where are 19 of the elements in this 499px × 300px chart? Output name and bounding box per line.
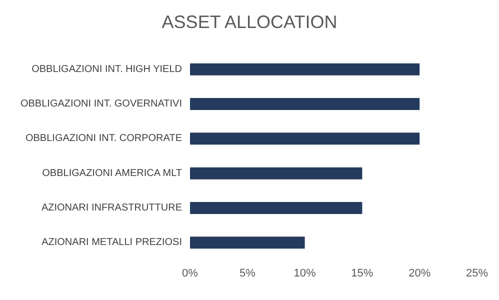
x-tick-label: 10%: [294, 268, 316, 280]
bar: [190, 63, 420, 76]
chart-title: ASSET ALLOCATION: [162, 12, 338, 32]
x-tick-label: 15%: [351, 268, 374, 280]
x-tick-label: 0%: [182, 268, 198, 280]
bar: [190, 202, 362, 214]
x-tick-label: 20%: [408, 268, 431, 280]
y-tick-label: AZIONARI INFRASTRUTTURE: [41, 202, 182, 214]
y-tick-label: OBBLIGAZIONI INT. GOVERNATIVI: [20, 98, 182, 110]
y-tick-label: AZIONARI METALLI PREZIOSI: [42, 237, 182, 248]
x-tick-label: 25%: [466, 268, 488, 280]
y-tick-label: OBBLIGAZIONI AMERICA MLT: [42, 168, 182, 179]
y-tick-label: OBBLIGAZIONI INT. CORPORATE: [25, 133, 182, 144]
bar: [190, 167, 362, 180]
x-tick-label: 5%: [239, 268, 256, 280]
bar: [190, 236, 305, 249]
y-tick-label: OBBLIGAZIONI INT. HIGH YIELD: [32, 64, 182, 75]
bar: [190, 132, 420, 145]
bar: [190, 98, 420, 110]
